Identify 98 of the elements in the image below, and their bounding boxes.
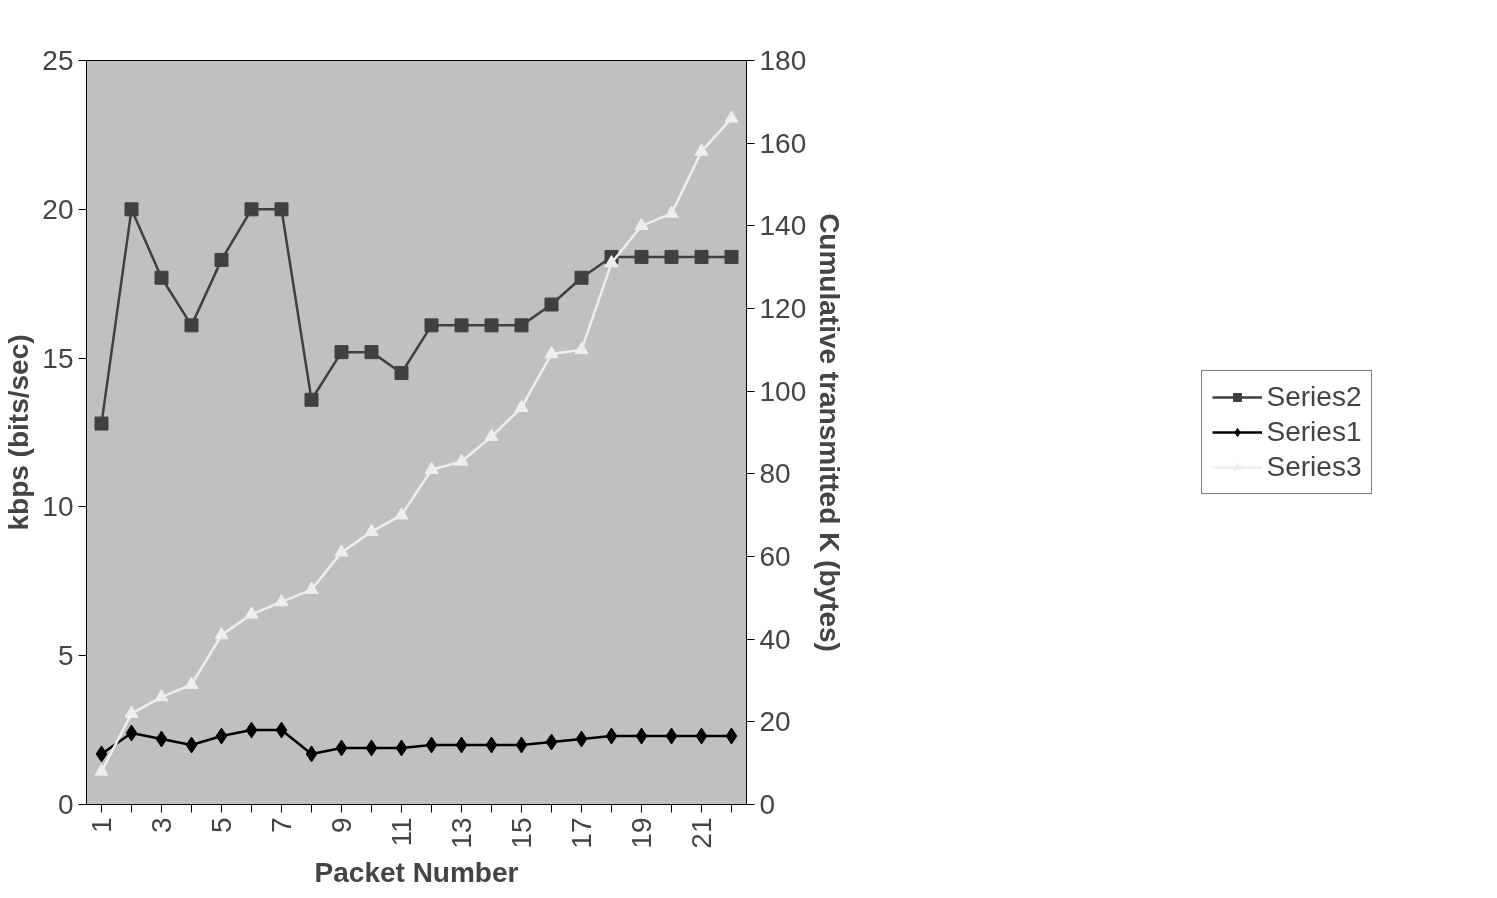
legend-label: Series3: [1266, 451, 1362, 483]
point: [304, 392, 319, 407]
point: [484, 428, 499, 441]
point: [215, 727, 228, 745]
y-tick-label: 15: [42, 342, 74, 374]
legend-label: Series1: [1266, 416, 1362, 448]
y2-tick-label: 100: [759, 375, 807, 407]
y2-tick-label: 80: [759, 458, 791, 490]
point: [574, 270, 589, 285]
point: [334, 544, 349, 557]
point: [395, 739, 408, 757]
point: [155, 730, 168, 748]
point: [695, 727, 708, 745]
x-tick-label: 9: [326, 817, 357, 834]
point: [424, 318, 439, 333]
point: [364, 345, 379, 360]
x-tick-label: 17: [566, 817, 597, 849]
point: [185, 736, 198, 754]
point: [724, 249, 739, 264]
point: [424, 461, 439, 474]
point: [544, 345, 559, 359]
x-tick-label: 21: [686, 817, 717, 849]
point: [634, 217, 649, 231]
x-tick-label: 19: [626, 817, 657, 849]
point: [335, 739, 348, 757]
point: [244, 606, 259, 619]
point: [514, 318, 529, 333]
point: [394, 365, 409, 380]
point: [664, 249, 679, 264]
point: [95, 745, 108, 763]
point: [575, 730, 588, 748]
y2-tick-label: 160: [759, 127, 807, 159]
x-tick-label: 7: [266, 817, 297, 834]
point: [275, 721, 288, 739]
point: [394, 507, 409, 520]
y-axis-title: kbps (bits/sec): [3, 334, 35, 531]
y-tick-label: 0: [57, 789, 74, 820]
point: [334, 345, 349, 360]
point: [485, 736, 498, 754]
point: [635, 727, 648, 745]
x-tick-label: 11: [386, 817, 417, 847]
point: [274, 593, 289, 607]
point: [454, 453, 469, 466]
point: [244, 202, 259, 217]
point: [694, 143, 709, 156]
x-tick-label: 5: [206, 817, 237, 834]
point: [274, 202, 289, 217]
x-tick-label: 1: [86, 817, 117, 834]
point: [454, 318, 469, 333]
point: [305, 745, 318, 763]
y-tick-label: 10: [42, 491, 74, 523]
x-tick-label: 15: [506, 817, 537, 849]
point: [154, 270, 169, 285]
point: [724, 110, 739, 123]
y2-tick-label: 0: [759, 789, 776, 820]
y2-tick-label: 120: [759, 293, 807, 324]
point: [124, 202, 139, 217]
y2-tick-label: 40: [759, 623, 791, 655]
point: [214, 252, 229, 267]
x-tick-label: 13: [446, 817, 477, 849]
y2-tick-label: 180: [759, 45, 807, 76]
point: [124, 705, 139, 718]
y-tick-label: 25: [42, 45, 74, 76]
legend-label: Series2: [1266, 381, 1362, 413]
point: [94, 416, 109, 431]
y2-tick-label: 60: [759, 541, 791, 572]
x-tick-label: 3: [146, 817, 177, 834]
point: [725, 727, 738, 745]
y2-axis-title: Cumulative transmitted K (bytes): [814, 213, 846, 652]
point: [94, 763, 109, 776]
point: [665, 727, 678, 745]
point: [214, 627, 229, 640]
point: [154, 689, 169, 702]
point: [184, 318, 199, 333]
point: [605, 727, 618, 745]
point: [634, 249, 649, 264]
point: [365, 739, 378, 757]
point: [304, 581, 319, 594]
point: [515, 736, 528, 754]
point: [694, 249, 709, 264]
point: [544, 297, 559, 312]
point: [545, 733, 558, 751]
point: [455, 736, 468, 754]
y2-tick-label: 20: [759, 706, 791, 738]
point: [245, 721, 258, 739]
point: [184, 676, 199, 689]
y-tick-label: 5: [57, 640, 74, 672]
y-tick-label: 20: [42, 193, 74, 225]
x-axis-title: Packet Number: [314, 856, 519, 888]
point: [125, 724, 138, 742]
point: [514, 399, 529, 412]
point: [574, 341, 589, 355]
point: [364, 523, 379, 536]
y2-tick-label: 140: [759, 210, 807, 242]
point: [484, 318, 499, 333]
point: [425, 736, 438, 754]
point: [664, 205, 679, 218]
point: [604, 255, 619, 268]
